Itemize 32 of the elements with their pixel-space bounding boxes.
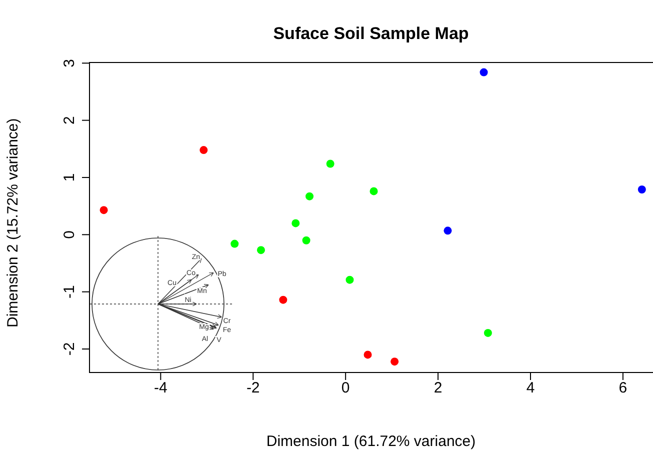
point xyxy=(200,146,208,154)
y-tick-label: -1 xyxy=(61,285,78,298)
y-tick-label: -2 xyxy=(61,342,78,356)
x-tick-label: 6 xyxy=(618,380,628,397)
y-tick-label: 1 xyxy=(61,173,78,182)
x-tick-label: 4 xyxy=(526,380,535,397)
point xyxy=(364,350,372,359)
y-tick-label: 2 xyxy=(61,116,78,124)
point xyxy=(370,187,378,196)
point xyxy=(444,226,452,235)
point xyxy=(302,236,310,244)
point xyxy=(292,219,300,228)
chart-title: Suface Soil Sample Map xyxy=(272,24,470,44)
point xyxy=(390,358,399,366)
point xyxy=(279,296,288,304)
point xyxy=(100,206,108,214)
point xyxy=(326,160,334,168)
y-axis-title: Dimension 2 (15.72% variance) xyxy=(4,118,22,328)
y-tick-label: 0 xyxy=(61,230,78,239)
point xyxy=(638,185,646,194)
x-axis-title: Dimension 1 (61.72% variance) xyxy=(266,433,476,450)
point xyxy=(346,276,354,284)
x-tick-label: -2 xyxy=(246,380,260,397)
x-tick-label: -4 xyxy=(154,380,168,397)
x-tick-label: 0 xyxy=(341,380,350,397)
point xyxy=(256,246,265,254)
point xyxy=(306,192,314,200)
point xyxy=(480,68,488,76)
point xyxy=(484,328,492,337)
x-tick-label: 2 xyxy=(434,380,442,397)
y-tick-label: 3 xyxy=(61,58,78,68)
point xyxy=(230,240,239,248)
